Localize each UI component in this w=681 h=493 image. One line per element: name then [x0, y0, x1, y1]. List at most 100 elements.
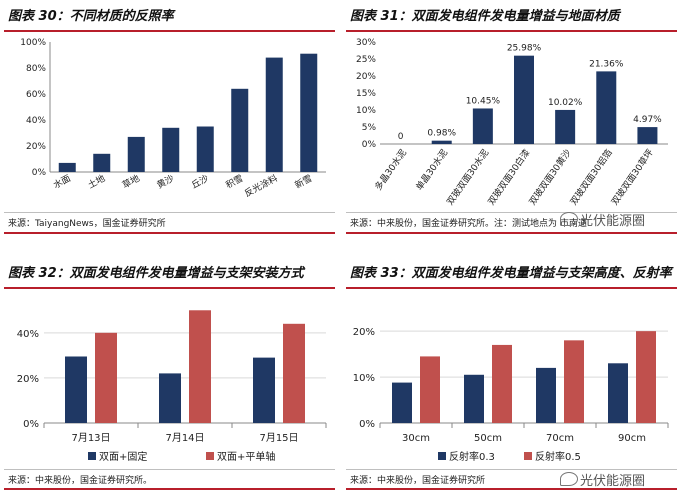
- y-tick-label: 5%: [362, 123, 377, 133]
- y-tick-label: 20%: [356, 72, 376, 82]
- legend-swatch: [524, 452, 532, 460]
- data-label: 10.45%: [466, 96, 501, 106]
- x-tick-label: 50cm: [474, 433, 502, 444]
- x-tick-label: 90cm: [618, 433, 646, 444]
- x-tick-label: 水面: [51, 172, 73, 191]
- bar: [65, 356, 87, 423]
- y-tick-label: 0%: [362, 140, 377, 150]
- data-label: 0.98%: [427, 129, 456, 139]
- data-label: 0: [398, 132, 404, 142]
- source-rule: [4, 469, 335, 470]
- y-tick-label: 80%: [26, 64, 46, 74]
- chart-source: 来源：TaiyangNews，国金证券研究所: [8, 219, 166, 229]
- bar: [283, 323, 305, 423]
- y-tick-label: 10%: [356, 106, 376, 116]
- watermark: 光伏能源圈: [560, 470, 645, 489]
- bar-chart-ground-material: 0% 5% 10% 15% 20% 25% 30% 0 0.98% 10.45% 25.98% 10.…: [356, 38, 668, 207]
- y-tick-label: 100%: [20, 38, 46, 48]
- bottom-rule: [346, 488, 677, 490]
- chart-title: 图表 31：双面发电组件发电量增益与地面材质: [350, 9, 620, 24]
- x-tick-label: 双玻双面30白漆: [485, 147, 532, 207]
- bar: [93, 153, 111, 172]
- bar: [472, 108, 493, 144]
- chart-title: 图表 32：双面发电组件发电量增益与支架安装方式: [8, 266, 304, 281]
- y-tick-label: 60%: [26, 90, 46, 100]
- legend-label: 反射率0.5: [535, 450, 581, 463]
- bar: [300, 53, 318, 173]
- x-tick-label: 双玻双面30草坪: [609, 147, 656, 207]
- bar: [196, 126, 214, 172]
- title-rule: [346, 287, 677, 289]
- bar: [189, 310, 211, 423]
- chart-panel-30: 图表 30：不同材质的反照率 0% 20% 40% 60% 80% 100% 水面 土地 草地黄…: [4, 4, 335, 240]
- legend-label: 反射率0.3: [449, 450, 495, 463]
- bar: [420, 356, 440, 423]
- bar: [637, 127, 658, 144]
- chart-title: 图表 33：双面发电组件发电量增益与支架高度、反射率: [350, 266, 672, 281]
- y-tick-label: 40%: [26, 116, 46, 126]
- watermark: 光伏能源圈: [560, 210, 645, 229]
- bar: [392, 382, 412, 423]
- source-rule: [346, 212, 677, 213]
- x-tick-label: 双玻双面30铝箔: [567, 147, 614, 207]
- y-tick-label: 0%: [359, 419, 375, 430]
- bottom-rule: [346, 232, 677, 234]
- legend-swatch: [438, 452, 446, 460]
- title-rule: [346, 30, 677, 32]
- bar: [431, 140, 452, 144]
- title-rule: [4, 287, 335, 289]
- bar: [159, 373, 181, 423]
- bar: [564, 340, 584, 423]
- bottom-rule: [4, 488, 335, 490]
- chart-panel-33: 图表 33：双面发电组件发电量增益与支架高度、反射率 0% 10% 20% 30cm 5…: [346, 261, 677, 493]
- x-tick-label: 70cm: [546, 433, 574, 444]
- legend-swatch: [88, 452, 96, 460]
- legend-swatch: [206, 452, 214, 460]
- chart-panel-32: 图表 32：双面发电组件发电量增益与支架安装方式 0% 20% 40% 7月13日 7月…: [4, 261, 335, 493]
- data-label: 10.02%: [548, 98, 583, 108]
- x-tick-label: 7月15日: [259, 432, 298, 444]
- bar: [555, 109, 576, 144]
- bar: [608, 363, 628, 423]
- x-tick-label: 双玻双面30水泥: [444, 147, 491, 207]
- y-tick-label: 20%: [26, 142, 46, 152]
- y-tick-label: 40%: [17, 329, 39, 340]
- x-tick-label: 双玻双面30黄沙: [526, 147, 573, 207]
- bar: [536, 367, 556, 423]
- bar: [231, 88, 249, 172]
- bottom-rule: [4, 232, 335, 234]
- data-label: 25.98%: [507, 44, 542, 54]
- bar: [162, 127, 180, 172]
- bar: [95, 332, 117, 423]
- legend-label: 双面+平单轴: [217, 450, 275, 463]
- x-tick-label: 黄沙: [155, 172, 177, 191]
- wechat-icon: [560, 472, 578, 486]
- y-tick-label: 0%: [32, 168, 47, 178]
- y-tick-label: 25%: [356, 55, 376, 65]
- y-tick-label: 20%: [353, 327, 375, 338]
- bar: [636, 331, 656, 423]
- y-tick-label: 30%: [356, 38, 376, 48]
- x-tick-label: 新雪: [293, 172, 315, 191]
- y-tick-label: 15%: [356, 89, 376, 99]
- bar: [265, 57, 283, 172]
- chart-source: 来源：中来股份，国金证券研究所: [350, 476, 486, 486]
- bar: [464, 374, 484, 423]
- source-rule: [4, 212, 335, 213]
- bar: [127, 136, 145, 172]
- data-label: 4.97%: [633, 115, 662, 125]
- x-tick-label: 积雪: [224, 172, 246, 191]
- chart-source: 来源：中来股份，国金证券研究所。: [8, 476, 153, 486]
- x-tick-label: 7月14日: [165, 432, 204, 444]
- bar-chart-height-reflectivity: 0% 10% 20% 30cm 50cm 70cm 90cm 反射率0.3 反射率0.5: [353, 327, 669, 463]
- y-tick-label: 10%: [353, 373, 375, 384]
- chart-panel-31: 图表 31：双面发电组件发电量增益与地面材质 0% 5% 10% 15% 20% 25% 3…: [346, 4, 677, 240]
- x-tick-label: 多晶30水泥: [372, 147, 409, 193]
- bar: [596, 71, 617, 144]
- x-tick-label: 7月13日: [71, 432, 110, 444]
- watermark-text: 光伏能源圈: [580, 214, 646, 229]
- x-tick-label: 草地: [120, 172, 142, 191]
- bar: [253, 357, 275, 423]
